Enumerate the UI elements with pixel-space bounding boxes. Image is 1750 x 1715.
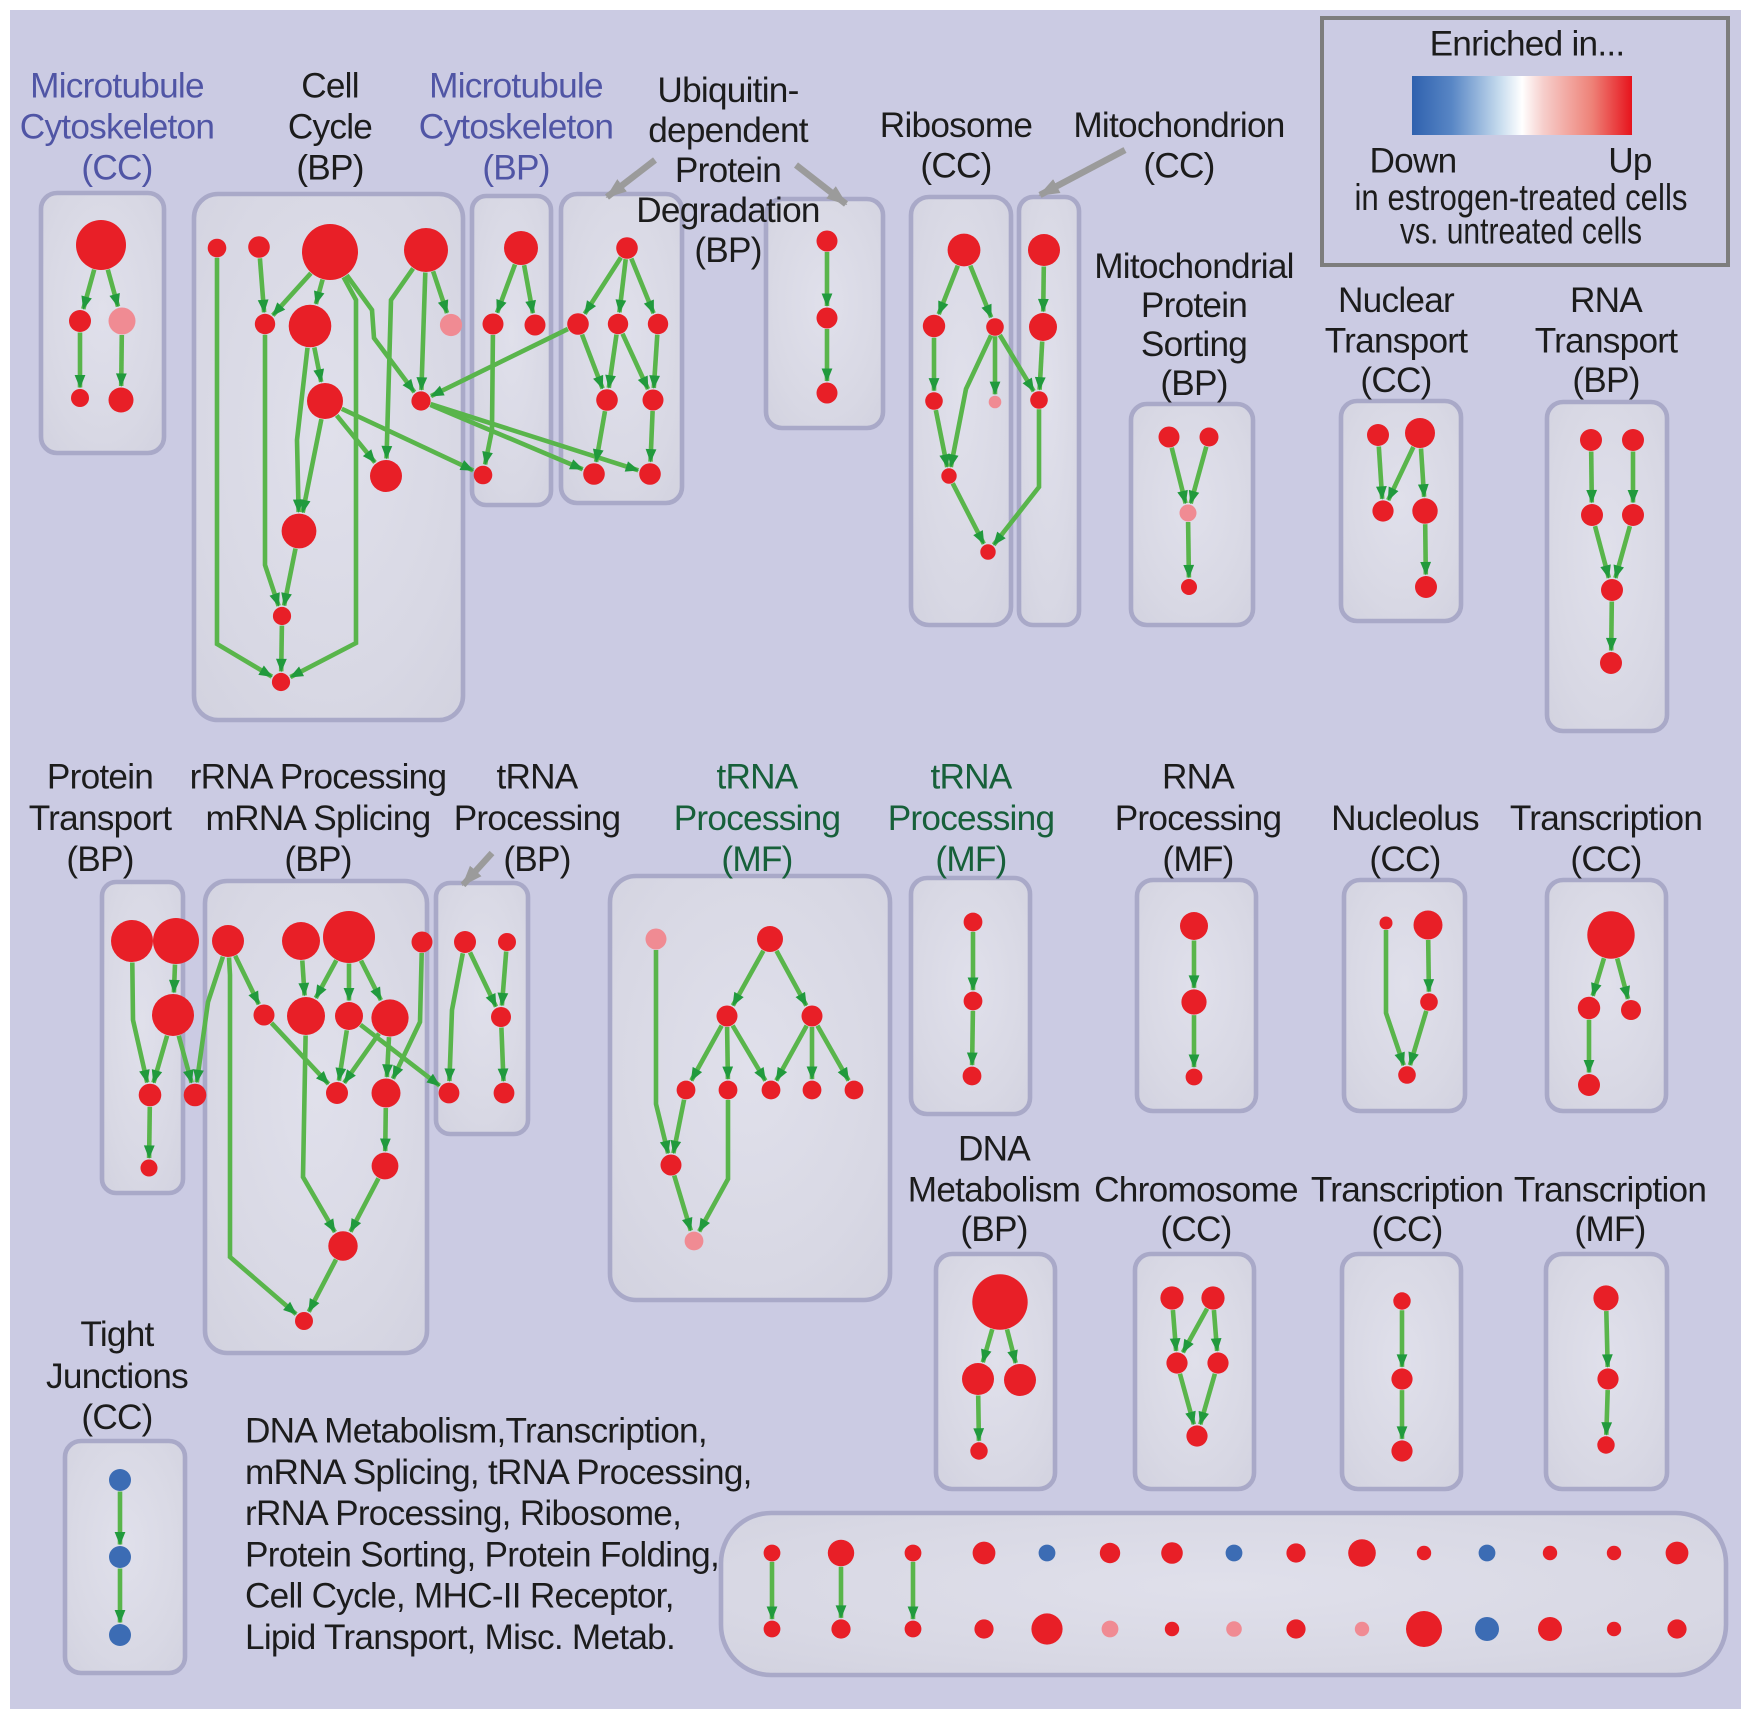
svg-text:Transcription: Transcription (1514, 1171, 1706, 1210)
svg-text:Degradation: Degradation (636, 191, 819, 230)
svg-text:(CC): (CC) (1143, 147, 1214, 186)
svg-text:tRNA: tRNA (930, 758, 1012, 797)
svg-text:Processing: Processing (674, 799, 841, 838)
svg-text:Ubiquitin-: Ubiquitin- (657, 71, 798, 110)
svg-text:Nucleolus: Nucleolus (1331, 799, 1479, 838)
svg-text:rRNA Processing: rRNA Processing (190, 758, 447, 797)
svg-text:(CC): (CC) (81, 1398, 152, 1437)
svg-text:Chromosome: Chromosome (1094, 1171, 1298, 1210)
svg-text:Junctions: Junctions (46, 1357, 188, 1396)
svg-text:Sorting: Sorting (1141, 325, 1247, 364)
svg-text:Protein Sorting, Protein Foldi: Protein Sorting, Protein Folding, (245, 1535, 719, 1574)
svg-text:mRNA Splicing, tRNA Processing: mRNA Splicing, tRNA Processing, (245, 1453, 752, 1492)
svg-text:mRNA Splicing: mRNA Splicing (206, 799, 431, 838)
svg-text:(MF): (MF) (1574, 1210, 1645, 1249)
svg-text:Processing: Processing (888, 799, 1055, 838)
svg-text:vs. untreated cells: vs. untreated cells (1400, 210, 1642, 252)
svg-text:(MF): (MF) (1162, 840, 1233, 879)
svg-text:tRNA: tRNA (716, 758, 798, 797)
svg-text:(CC): (CC) (1360, 361, 1431, 400)
svg-text:Cytoskeleton: Cytoskeleton (20, 108, 214, 147)
svg-text:(CC): (CC) (920, 147, 991, 186)
svg-text:Down: Down (1370, 142, 1457, 181)
svg-text:(CC): (CC) (1371, 1210, 1442, 1249)
svg-text:DNA Metabolism,Transcription,: DNA Metabolism,Transcription, (245, 1412, 707, 1451)
svg-text:RNA: RNA (1162, 758, 1235, 797)
svg-text:(MF): (MF) (935, 840, 1006, 879)
svg-text:tRNA: tRNA (496, 758, 578, 797)
svg-text:rRNA Processing, Ribosome,: rRNA Processing, Ribosome, (245, 1494, 681, 1533)
svg-text:(BP): (BP) (694, 231, 761, 270)
svg-text:(BP): (BP) (503, 840, 570, 879)
svg-text:(BP): (BP) (66, 840, 133, 879)
svg-text:Ribosome: Ribosome (880, 106, 1032, 145)
svg-text:Cell: Cell (301, 67, 359, 106)
svg-text:Metabolism: Metabolism (908, 1171, 1080, 1210)
svg-text:Protein: Protein (47, 758, 153, 797)
svg-text:Transport: Transport (29, 799, 172, 838)
svg-text:Mitochondrial: Mitochondrial (1094, 247, 1294, 286)
svg-text:(CC): (CC) (1570, 840, 1641, 879)
svg-text:(CC): (CC) (1369, 840, 1440, 879)
svg-text:Transport: Transport (1325, 322, 1468, 361)
svg-text:(BP): (BP) (482, 149, 549, 188)
svg-text:Mitochondrion: Mitochondrion (1073, 106, 1284, 145)
svg-text:(BP): (BP) (960, 1210, 1027, 1249)
svg-text:(BP): (BP) (1160, 364, 1227, 403)
svg-text:in estrogen-treated cells: in estrogen-treated cells (1355, 176, 1688, 218)
svg-text:Microtubule: Microtubule (30, 67, 204, 106)
svg-text:Nuclear: Nuclear (1338, 281, 1455, 320)
svg-text:(CC): (CC) (81, 149, 152, 188)
svg-text:Lipid Transport, Misc. Metab.: Lipid Transport, Misc. Metab. (245, 1618, 675, 1657)
svg-text:Microtubule: Microtubule (429, 67, 603, 106)
svg-text:(BP): (BP) (284, 840, 351, 879)
svg-text:Protein: Protein (675, 151, 781, 190)
svg-text:(MF): (MF) (721, 840, 792, 879)
svg-text:(BP): (BP) (1572, 361, 1639, 400)
svg-text:Enriched in...: Enriched in... (1430, 25, 1625, 64)
svg-text:(BP): (BP) (296, 149, 363, 188)
svg-text:Transcription: Transcription (1311, 1171, 1503, 1210)
svg-text:DNA: DNA (958, 1130, 1031, 1169)
svg-text:Cytoskeleton: Cytoskeleton (419, 108, 613, 147)
svg-text:Up: Up (1608, 142, 1652, 181)
svg-text:Transport: Transport (1535, 322, 1678, 361)
svg-text:RNA: RNA (1570, 281, 1643, 320)
svg-text:Cell Cycle, MHC-II Receptor,: Cell Cycle, MHC-II Receptor, (245, 1577, 674, 1616)
svg-text:Tight: Tight (80, 1315, 154, 1354)
svg-text:Processing: Processing (454, 799, 621, 838)
svg-text:Processing: Processing (1115, 799, 1282, 838)
svg-text:Cycle: Cycle (288, 108, 372, 147)
svg-text:dependent: dependent (648, 111, 809, 150)
svg-text:Transcription: Transcription (1510, 799, 1702, 838)
svg-text:(CC): (CC) (1160, 1210, 1231, 1249)
svg-text:Protein: Protein (1141, 286, 1247, 325)
